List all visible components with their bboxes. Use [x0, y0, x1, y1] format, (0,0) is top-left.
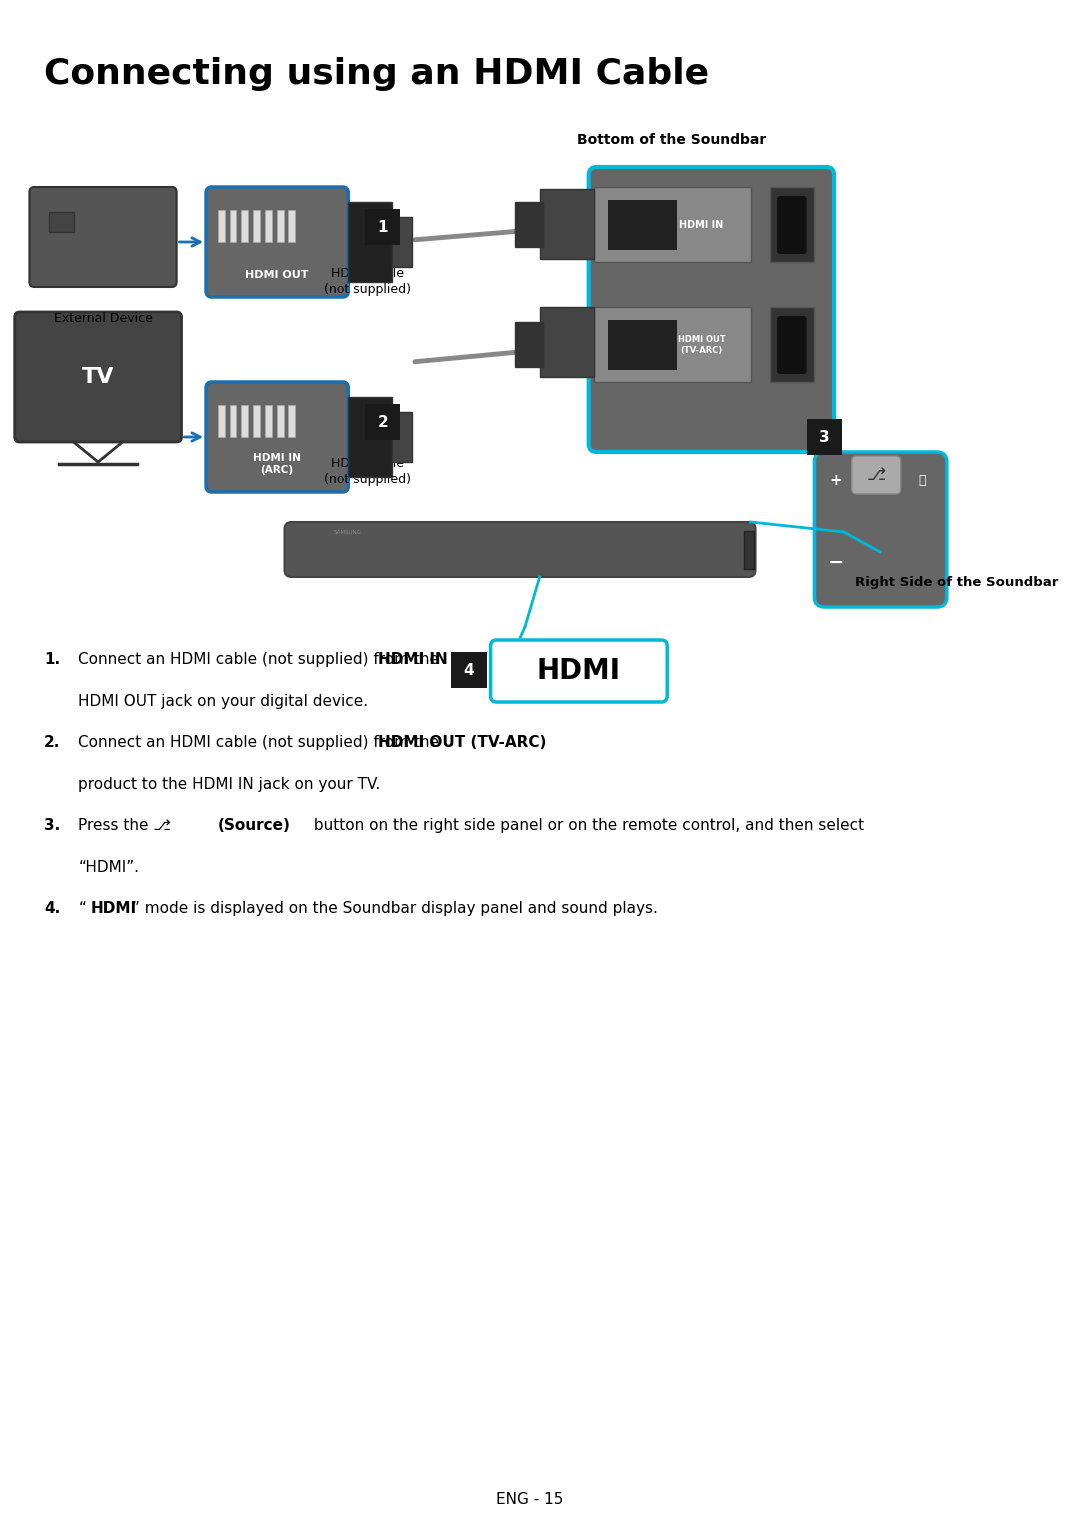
Text: +: + [829, 472, 842, 487]
FancyBboxPatch shape [770, 306, 814, 381]
Text: Connecting using an HDMI Cable: Connecting using an HDMI Cable [44, 57, 710, 90]
Text: 4.: 4. [44, 901, 60, 916]
Text: HDMI Cable
(not supplied): HDMI Cable (not supplied) [324, 457, 411, 486]
FancyBboxPatch shape [288, 404, 295, 437]
Text: HDMI OUT: HDMI OUT [245, 270, 309, 280]
Text: product to the HDMI IN jack on your TV.: product to the HDMI IN jack on your TV. [79, 777, 381, 792]
FancyBboxPatch shape [253, 210, 260, 242]
FancyBboxPatch shape [540, 306, 594, 377]
FancyBboxPatch shape [276, 404, 284, 437]
Text: HDMI Cable
(not supplied): HDMI Cable (not supplied) [324, 267, 411, 296]
Text: HDMI IN: HDMI IN [378, 653, 448, 666]
Text: (Source): (Source) [218, 818, 291, 833]
FancyBboxPatch shape [206, 381, 349, 492]
Text: 1.: 1. [44, 653, 60, 666]
Text: 4: 4 [463, 662, 474, 677]
Text: HDMI OUT jack on your digital device.: HDMI OUT jack on your digital device. [79, 694, 368, 709]
FancyBboxPatch shape [589, 167, 834, 452]
FancyBboxPatch shape [594, 187, 751, 262]
Text: Connect an HDMI cable (not supplied) from the: Connect an HDMI cable (not supplied) fro… [79, 653, 444, 666]
FancyBboxPatch shape [490, 640, 667, 702]
FancyBboxPatch shape [206, 187, 349, 297]
FancyBboxPatch shape [349, 397, 392, 476]
FancyBboxPatch shape [392, 218, 413, 267]
Text: 3.: 3. [44, 818, 60, 833]
Text: HDMI: HDMI [537, 657, 621, 685]
FancyBboxPatch shape [49, 211, 73, 231]
FancyBboxPatch shape [778, 196, 807, 254]
FancyBboxPatch shape [15, 313, 181, 443]
FancyBboxPatch shape [230, 210, 237, 242]
FancyBboxPatch shape [744, 532, 754, 568]
FancyBboxPatch shape [770, 187, 814, 262]
Text: button on the right side panel or on the remote control, and then select: button on the right side panel or on the… [309, 818, 864, 833]
FancyBboxPatch shape [241, 404, 248, 437]
FancyBboxPatch shape [608, 320, 677, 371]
FancyBboxPatch shape [288, 210, 295, 242]
FancyBboxPatch shape [218, 404, 225, 437]
FancyBboxPatch shape [365, 208, 401, 245]
FancyBboxPatch shape [814, 452, 947, 607]
Text: 1: 1 [377, 219, 388, 234]
Text: Press the ⎇: Press the ⎇ [79, 818, 176, 833]
Text: SAMSUNG: SAMSUNG [334, 530, 362, 535]
Text: HDMI OUT
(TV-ARC): HDMI OUT (TV-ARC) [678, 336, 726, 355]
FancyBboxPatch shape [265, 210, 272, 242]
FancyBboxPatch shape [241, 210, 248, 242]
FancyBboxPatch shape [540, 188, 594, 259]
Text: 2: 2 [377, 415, 388, 429]
Text: −: − [827, 553, 845, 571]
FancyBboxPatch shape [515, 202, 542, 247]
Text: HDMI IN: HDMI IN [679, 221, 724, 230]
FancyBboxPatch shape [608, 201, 677, 250]
FancyBboxPatch shape [276, 210, 284, 242]
FancyBboxPatch shape [594, 306, 751, 381]
FancyBboxPatch shape [284, 522, 756, 578]
FancyBboxPatch shape [29, 187, 177, 286]
FancyBboxPatch shape [230, 404, 237, 437]
Text: HDMI IN
(ARC): HDMI IN (ARC) [253, 453, 301, 475]
FancyBboxPatch shape [515, 322, 542, 368]
Text: Bottom of the Soundbar: Bottom of the Soundbar [578, 133, 767, 147]
Text: Connect an HDMI cable (not supplied) from the: Connect an HDMI cable (not supplied) fro… [79, 735, 444, 751]
Text: External Device: External Device [54, 313, 152, 325]
Text: HDMI OUT (TV-ARC): HDMI OUT (TV-ARC) [378, 735, 546, 751]
Text: HDMI: HDMI [91, 901, 136, 916]
FancyBboxPatch shape [451, 653, 487, 688]
FancyBboxPatch shape [218, 210, 225, 242]
Text: ⏻: ⏻ [919, 473, 926, 487]
Text: 3: 3 [819, 429, 829, 444]
Text: TV: TV [82, 368, 114, 388]
FancyBboxPatch shape [253, 404, 260, 437]
Text: ⎇: ⎇ [866, 466, 886, 484]
Text: ENG - 15: ENG - 15 [496, 1492, 564, 1507]
FancyBboxPatch shape [392, 412, 413, 463]
Text: “HDMI”.: “HDMI”. [79, 859, 139, 875]
Text: ” mode is displayed on the Soundbar display panel and sound plays.: ” mode is displayed on the Soundbar disp… [133, 901, 659, 916]
FancyBboxPatch shape [807, 418, 842, 455]
FancyBboxPatch shape [349, 202, 392, 282]
FancyBboxPatch shape [265, 404, 272, 437]
FancyBboxPatch shape [852, 457, 901, 493]
Text: Right Side of the Soundbar: Right Side of the Soundbar [855, 576, 1058, 588]
Text: “: “ [79, 901, 86, 916]
Text: 2.: 2. [44, 735, 60, 751]
FancyBboxPatch shape [778, 316, 807, 374]
FancyBboxPatch shape [365, 404, 401, 440]
